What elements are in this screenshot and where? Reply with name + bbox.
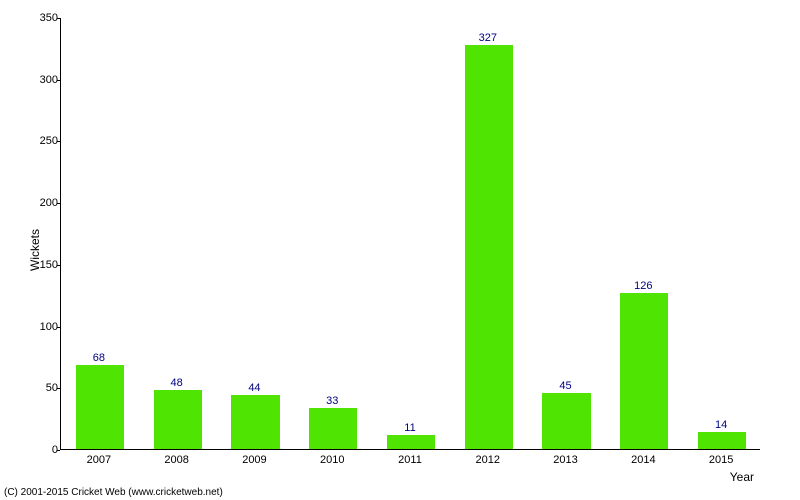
- y-tick-mark: [57, 203, 60, 204]
- chart-bar: [698, 432, 746, 449]
- bar-value-label: 126: [634, 280, 652, 292]
- x-axis-label: Year: [730, 470, 754, 484]
- x-tick-label: 2009: [242, 454, 266, 466]
- x-tick-label: 2010: [320, 454, 344, 466]
- plot-area: [60, 18, 760, 450]
- chart-bar: [465, 45, 513, 449]
- bar-value-label: 14: [715, 419, 727, 431]
- y-tick-mark: [57, 450, 60, 451]
- bar-value-label: 11: [404, 422, 415, 434]
- x-tick-label: 2014: [631, 454, 655, 466]
- y-tick-label: 50: [22, 382, 58, 394]
- chart-bar: [542, 393, 590, 449]
- copyright-text: (C) 2001-2015 Cricket Web (www.cricketwe…: [4, 487, 223, 498]
- x-tick-label: 2008: [164, 454, 188, 466]
- y-tick-label: 300: [22, 74, 58, 86]
- x-tick-label: 2012: [476, 454, 500, 466]
- bar-value-label: 45: [559, 380, 571, 392]
- chart-bar: [309, 408, 357, 449]
- y-tick-mark: [57, 327, 60, 328]
- chart-bar: [231, 395, 279, 449]
- bar-value-label: 68: [93, 352, 105, 364]
- x-tick-label: 2015: [709, 454, 733, 466]
- y-tick-mark: [57, 388, 60, 389]
- y-tick-label: 0: [22, 444, 58, 456]
- y-tick-mark: [57, 80, 60, 81]
- y-tick-label: 350: [22, 12, 58, 24]
- y-tick-mark: [57, 265, 60, 266]
- chart-container: Wickets Year (C) 2001-2015 Cricket Web (…: [0, 0, 800, 500]
- chart-bar: [620, 293, 668, 449]
- y-tick-mark: [57, 18, 60, 19]
- chart-bar: [387, 435, 435, 449]
- bar-value-label: 44: [248, 382, 260, 394]
- x-tick-label: 2011: [398, 454, 422, 466]
- y-tick-label: 200: [22, 197, 58, 209]
- y-tick-label: 250: [22, 135, 58, 147]
- chart-bar: [76, 365, 124, 449]
- bar-value-label: 327: [479, 32, 497, 44]
- x-tick-label: 2013: [553, 454, 577, 466]
- y-tick-label: 100: [22, 321, 58, 333]
- bar-value-label: 48: [171, 377, 183, 389]
- bar-value-label: 33: [326, 395, 338, 407]
- y-tick-label: 150: [22, 259, 58, 271]
- y-tick-mark: [57, 141, 60, 142]
- x-tick-label: 2007: [87, 454, 111, 466]
- chart-bar: [154, 390, 202, 449]
